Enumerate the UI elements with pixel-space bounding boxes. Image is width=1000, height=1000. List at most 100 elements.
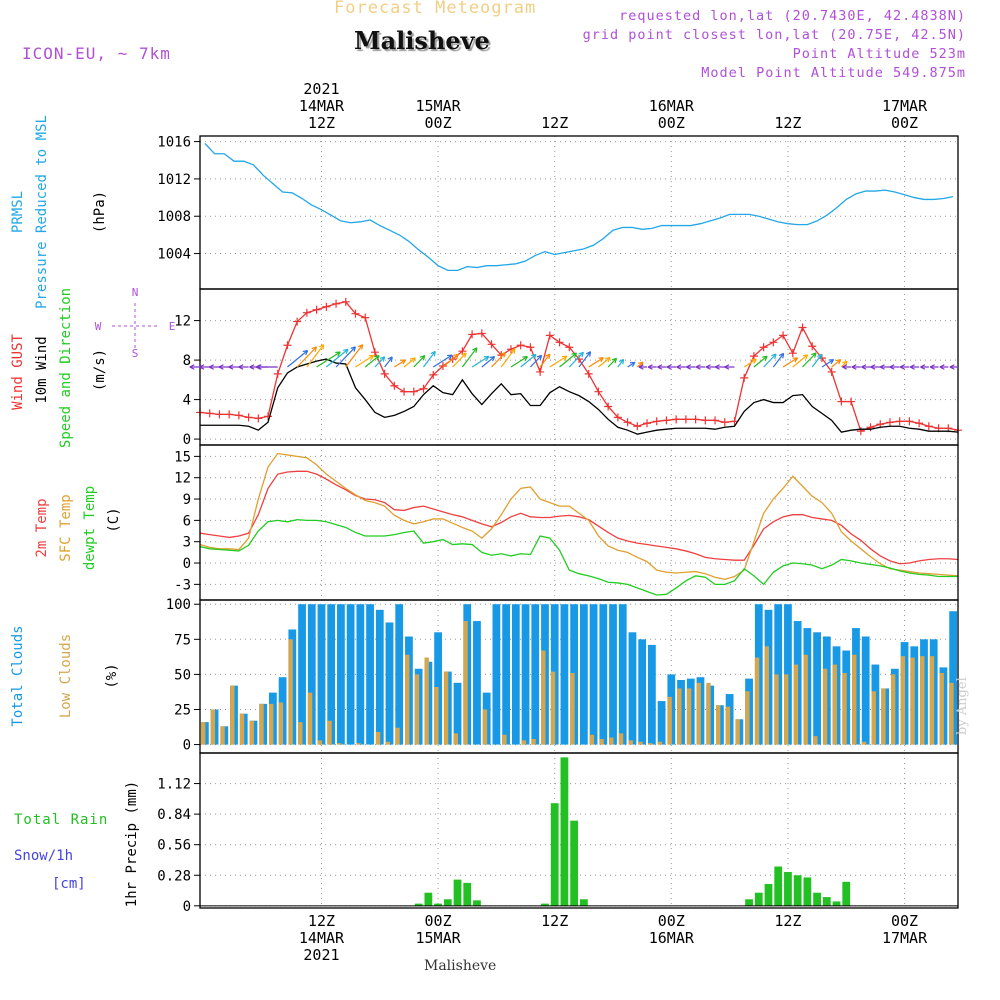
wind-arrow-head [647,364,653,370]
ytick-label: 100 [166,597,191,613]
wind-arrow [889,364,900,370]
ytick-label: 1012 [157,172,191,188]
wind-arrow-head [828,359,835,365]
wind-arrow-head [335,351,341,357]
wind-arrow-shaft [374,356,386,368]
low-cloud-bar [696,682,701,745]
ylabel-10m-wind: 10m Wind [34,336,50,403]
low-cloud-bar [327,720,332,745]
wind-arrow [695,364,706,370]
total-cloud-bar [949,611,958,745]
wind-arrow-head [430,350,436,357]
total-cloud-bar [492,604,501,745]
gust-marker [409,387,418,396]
low-cloud-bar [647,743,653,745]
total-cloud-bar [307,604,316,745]
low-cloud-bar [424,657,429,745]
wind-arrow-head [318,344,325,350]
gust-marker [808,342,817,351]
wind-arrow-head [842,364,848,370]
wind-arrow [842,364,852,370]
wind-arrow-head [618,358,625,365]
wind-arrow-head [802,354,809,360]
ytick-label: 1.12 [157,777,191,793]
wind-arrow-shaft [306,344,325,368]
wind-arrow-head [489,355,496,362]
gust-marker [740,373,749,382]
low-cloud-bar [774,674,779,745]
wind-arrow-shaft [627,361,636,368]
panel-clouds: 0 25 50 75 100 [166,597,959,754]
top-time-label: 12Z [541,114,568,132]
wind-arrow-head [419,354,426,361]
wind-arrow [255,364,278,370]
wind-arrow [364,355,380,368]
rain-bar [813,892,821,906]
gust-marker [234,411,243,420]
gust-marker [370,348,379,357]
wind-arrow [870,364,881,370]
wind-arrow-shaft [345,344,364,368]
wind-arrow-head [585,351,592,357]
panel-pressure: 1004 1008 1012 1016 [157,135,959,290]
ylabel-2m-temp: 2m Temp [34,498,50,557]
gust-marker [847,397,856,406]
low-cloud-bar [317,740,322,745]
compass-e: E [169,320,176,333]
low-cloud-bar [200,722,206,745]
info-model-altitude: Model Point Altitude 549.875m [701,65,966,81]
wind-arrow-head [920,364,926,370]
wind-arrow-head [500,352,506,358]
ytick-label: 0 [183,556,191,572]
wind-arrow-shaft [617,358,625,368]
bottom-time-label: 12Z [541,912,568,930]
low-cloud-bar [686,688,692,745]
wind-arrow-shaft [500,348,516,368]
wind-arrow [714,364,725,370]
total-cloud-bar [473,621,481,745]
wind-arrow-shaft [539,353,551,368]
bottom-time-label: 15MAR [416,929,462,947]
wind-arrow-head [605,356,611,363]
wind-arrow [345,344,364,368]
wind-arrow-head [870,364,876,370]
wind-arrow-shaft [423,351,436,368]
top-time-label: 00Z [425,114,452,132]
wind-arrow-shaft [384,356,393,368]
wind-arrow [199,364,210,370]
rain-bar [550,803,559,906]
low-cloud-bar [259,703,264,745]
wind-arrow [529,354,543,368]
gust-marker [555,338,564,347]
low-cloud-bar [541,650,546,745]
wind-arrow-head [208,364,214,370]
gust-marker [400,387,409,396]
ytick-label: 9 [183,492,191,508]
wind-arrow [335,346,357,368]
total-cloud-bar [395,604,404,745]
gust-marker [856,427,865,436]
low-cloud-bar [861,741,867,745]
ylabel-speed-direction: Speed and Direction [58,288,74,448]
wind-arrow-shaft [510,356,528,368]
total-cloud-bar [337,604,345,745]
wind-arrow [296,346,318,368]
wind-arrow-shaft [802,352,817,368]
wind-arrow [638,364,648,370]
low-cloud-bar [618,733,624,745]
wind-arrow-head [238,364,244,370]
wind-arrow [607,357,618,368]
wind-arrow-shaft [568,351,584,368]
wind-arrow-head [705,364,711,370]
bottom-time-label: 14MAR [299,929,345,947]
gust-marker [633,422,642,431]
gust-marker [438,362,447,371]
total-cloud-bar [317,604,326,745]
wind-arrow-shaft [403,357,416,368]
compass-s: S [132,347,139,360]
gust-marker [361,313,370,322]
gust-marker [788,349,797,358]
wind-arrow-head [342,348,349,355]
wind-arrow-shaft [461,347,478,368]
bottom-time-label: 12Z [774,912,801,930]
